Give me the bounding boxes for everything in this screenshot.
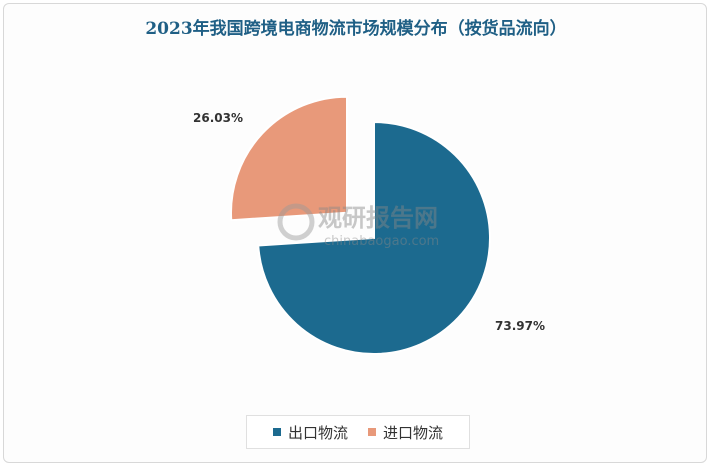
- legend-item-import[interactable]: 进口物流: [368, 422, 443, 443]
- pie-slice-import[interactable]: [230, 95, 349, 222]
- watermark-logo: 观研报告网 chinabaogao.com: [277, 203, 439, 249]
- data-label-export: 73.97%: [495, 319, 545, 333]
- legend-item-export[interactable]: 出口物流: [272, 422, 348, 443]
- pie-slice-export[interactable]: [257, 120, 491, 355]
- legend: 出口物流 进口物流: [246, 415, 470, 449]
- chart-frame: [3, 3, 707, 463]
- legend-label-import: 进口物流: [383, 423, 444, 442]
- legend-label-export: 出口物流: [287, 423, 348, 442]
- legend-swatch-import: [368, 428, 376, 436]
- svg-text:chinabaogao.com: chinabaogao.com: [324, 234, 439, 249]
- legend-swatch-export: [272, 428, 281, 436]
- chart-title: 2023年我国跨境电商物流市场规模分布（按货品流向）: [145, 19, 567, 39]
- svg-text:观研报告网: 观研报告网: [318, 204, 438, 232]
- data-label-import: 26.03%: [193, 111, 243, 125]
